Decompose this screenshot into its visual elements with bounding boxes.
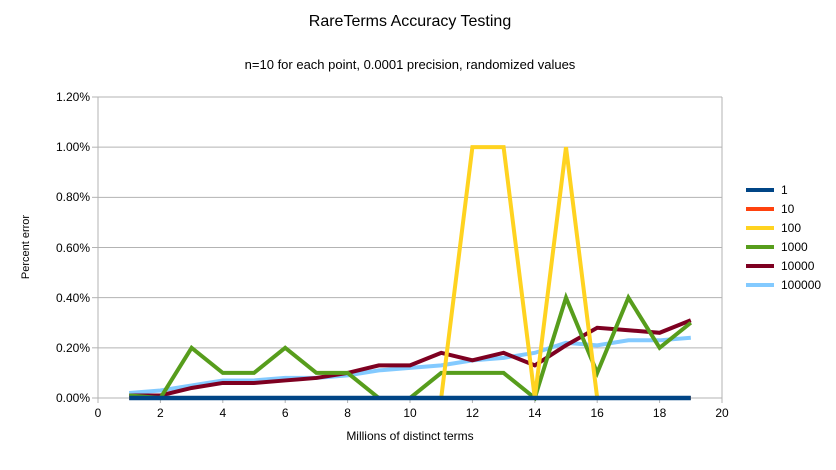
x-tick-label: 18 [652, 406, 667, 420]
chart-subtitle: n=10 for each point, 0.0001 precision, r… [244, 57, 576, 72]
x-tick-label: 10 [403, 406, 417, 420]
series-line-100000 [129, 335, 691, 395]
legend-item-10: 10 [746, 199, 821, 218]
x-tick-label: 16 [590, 406, 604, 420]
legend-swatch-100000 [746, 282, 774, 287]
chart-title: RareTerms Accuracy Testing [308, 13, 512, 30]
legend-label: 100 [781, 220, 802, 235]
legend: 1 10 100 1000 10000 100000 [746, 180, 821, 294]
legend-label: 1000 [781, 239, 808, 254]
x-tick-label: 6 [281, 406, 289, 420]
x-tick-label: 0 [94, 406, 102, 420]
y-axis-title: Percent error [20, 214, 32, 280]
x-tick-label: 4 [219, 406, 227, 420]
series-line-10000 [129, 318, 692, 398]
y-tick-label: 1.20% [55, 90, 90, 104]
legend-swatch-10 [746, 206, 774, 211]
x-tick-label: 14 [528, 406, 542, 420]
legend-swatch-1000 [746, 244, 774, 249]
legend-item-1: 1 [746, 180, 821, 199]
y-tick-label: 0.80% [55, 190, 90, 205]
x-tick-label: 8 [344, 406, 351, 420]
legend-item-100: 100 [746, 218, 821, 237]
x-tick-label: 20 [715, 406, 729, 420]
legend-swatch-100 [746, 225, 774, 230]
legend-item-10000: 10000 [746, 256, 821, 275]
legend-label: 100000 [781, 277, 822, 292]
y-tick-label: 0.20% [55, 340, 90, 355]
x-tick-label: 2 [157, 406, 164, 420]
x-axis-title: Millions of distinct terms [346, 429, 474, 443]
legend-item-100000: 100000 [746, 275, 821, 294]
series-line-100 [129, 145, 691, 400]
legend-item-1000: 1000 [746, 237, 821, 256]
y-tick-label: 0.60% [55, 240, 90, 255]
legend-label: 10000 [781, 258, 815, 273]
legend-swatch-10000 [746, 263, 774, 268]
legend-swatch-1 [746, 187, 774, 192]
y-tick-label: 0.00% [55, 391, 90, 405]
y-tick-label: 0.40% [55, 290, 90, 305]
y-tick-label: 1.00% [55, 140, 90, 155]
x-tick-label: 12 [465, 406, 480, 420]
legend-label: 10 [781, 201, 795, 216]
legend-label: 1 [781, 182, 788, 197]
